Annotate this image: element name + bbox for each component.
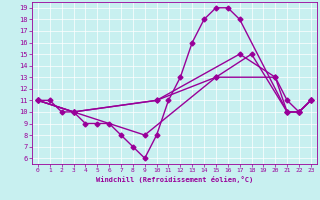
- X-axis label: Windchill (Refroidissement éolien,°C): Windchill (Refroidissement éolien,°C): [96, 176, 253, 183]
